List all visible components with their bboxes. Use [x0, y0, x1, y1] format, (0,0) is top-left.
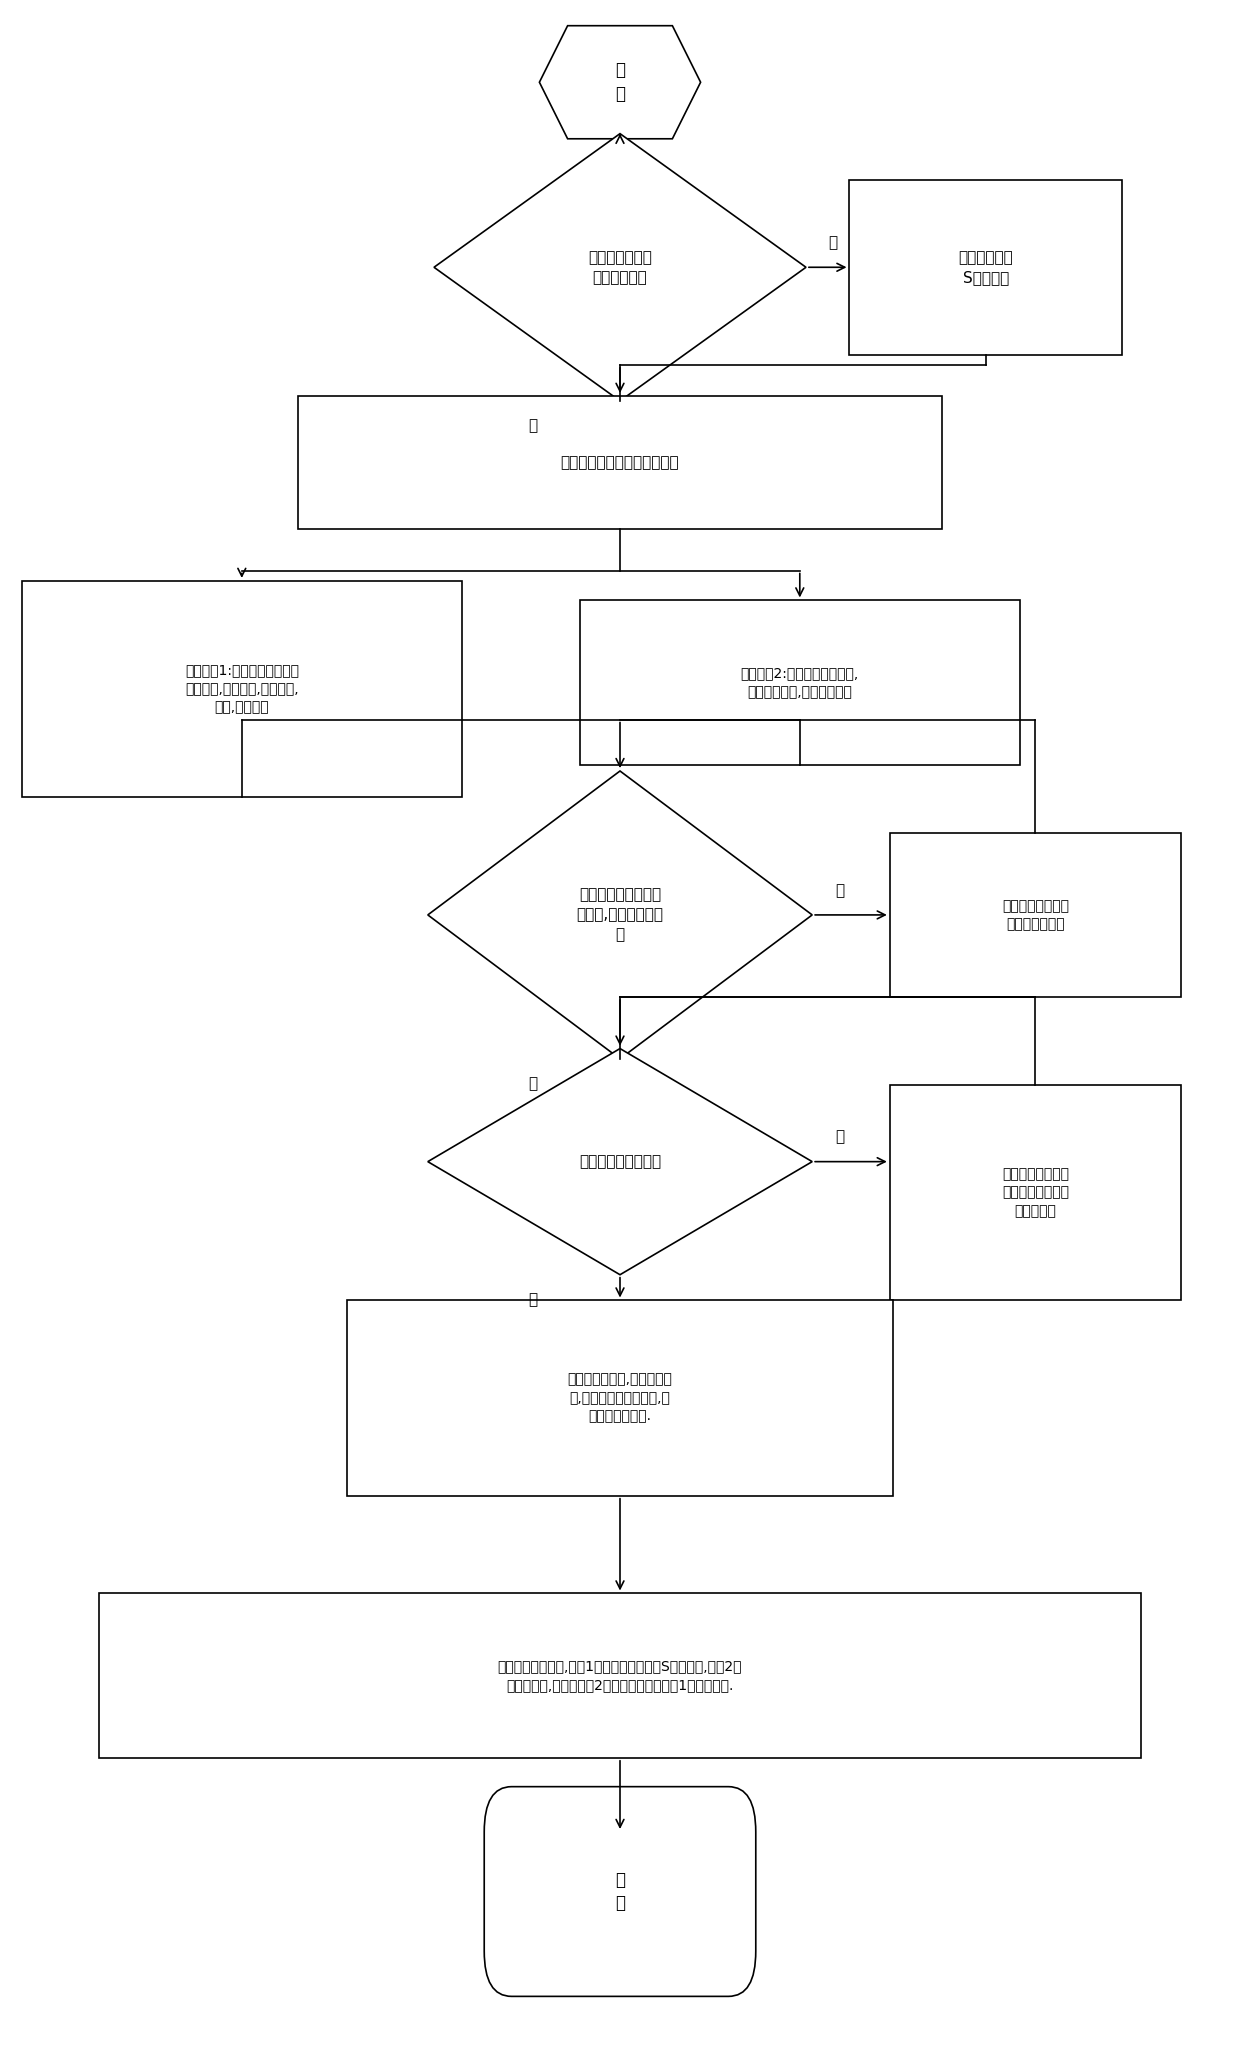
- Polygon shape: [428, 771, 812, 1059]
- Text: 将测试界面分为两个测试通道: 将测试界面分为两个测试通道: [560, 454, 680, 471]
- Polygon shape: [539, 25, 701, 140]
- Text: 连接矢网和被测件,通道1进行正常的被测件S参数测试,通道2作
为监测通道,将实时通道2的测试数据补偿通道1的测试结果.: 连接矢网和被测件,通道1进行正常的被测件S参数测试,通道2作 为监测通道,将实时…: [497, 1659, 743, 1692]
- Polygon shape: [428, 1049, 812, 1275]
- Text: 是否设置合适的带宽
和点数,避免混叠和模
糊: 是否设置合适的带宽 和点数,避免混叠和模 糊: [577, 888, 663, 942]
- FancyBboxPatch shape: [890, 833, 1180, 997]
- Text: 对矢网按标准
S参数校准: 对矢网按标准 S参数校准: [959, 251, 1013, 284]
- Text: 测试通道1:按要求设置产品的
测试功率,中心频率,测试带宽,
点数,中频带宽: 测试通道1:按要求设置产品的 测试功率,中心频率,测试带宽, 点数,中频带宽: [185, 664, 299, 713]
- Text: 是: 是: [528, 1075, 538, 1092]
- FancyBboxPatch shape: [890, 1086, 1180, 1299]
- Text: 否: 否: [828, 234, 838, 251]
- FancyBboxPatch shape: [347, 1299, 893, 1497]
- Text: 否: 否: [835, 882, 844, 898]
- FancyBboxPatch shape: [99, 1593, 1141, 1758]
- Text: 测试通道2:保持测试电缆开路,
进入时域功能,设置相关参数: 测试通道2:保持测试电缆开路, 进入时域功能,设置相关参数: [740, 666, 859, 699]
- FancyBboxPatch shape: [484, 1787, 755, 1996]
- Text: 按要求设置合适的
产品带宽和点数: 按要求设置合适的 产品带宽和点数: [1002, 898, 1069, 931]
- Text: 是: 是: [528, 1291, 538, 1308]
- Text: 结
束: 结 束: [615, 1871, 625, 1912]
- Text: 连接产品前矢网
是否经过校准: 连接产品前矢网 是否经过校准: [588, 251, 652, 284]
- Text: 是: 是: [528, 417, 538, 434]
- Text: 否: 否: [835, 1129, 844, 1145]
- Text: 时间门的位置应对
应测试电缆和被测
件的连接处: 时间门的位置应对 应测试电缆和被测 件的连接处: [1002, 1168, 1069, 1217]
- FancyBboxPatch shape: [22, 580, 461, 796]
- Text: 开
始: 开 始: [615, 62, 625, 103]
- Text: 完成时域设置后,改回频域测
试,测试电缆的反射参数,作
为电缆补偿数据.: 完成时域设置后,改回频域测 试,测试电缆的反射参数,作 为电缆补偿数据.: [568, 1373, 672, 1423]
- Text: 是否正确设置时间门: 是否正确设置时间门: [579, 1153, 661, 1170]
- Polygon shape: [434, 134, 806, 401]
- FancyBboxPatch shape: [580, 600, 1019, 765]
- FancyBboxPatch shape: [298, 395, 942, 528]
- FancyBboxPatch shape: [849, 181, 1122, 354]
